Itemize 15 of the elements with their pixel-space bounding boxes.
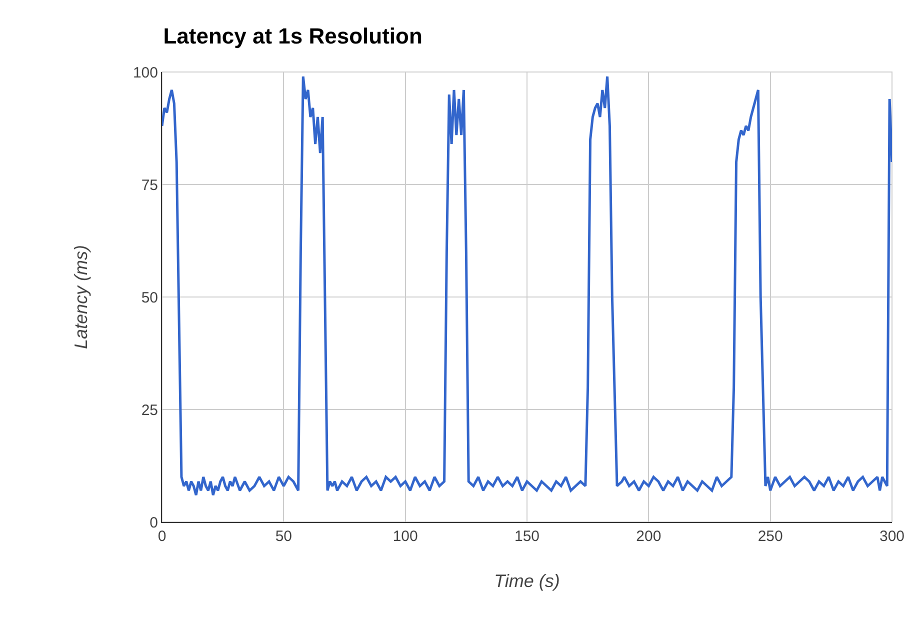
x-tick-label: 300 <box>879 528 905 545</box>
y-tick-label: 25 <box>141 402 158 419</box>
y-tick-label: 0 <box>150 514 158 532</box>
y-tick-label: 75 <box>141 176 158 194</box>
y-axis-title: Latency (ms) <box>71 244 92 350</box>
y-tick-label: 100 <box>132 64 158 82</box>
x-tick-label: 50 <box>275 528 292 545</box>
x-axis-title: Time (s) <box>494 571 560 592</box>
x-tick-label: 250 <box>758 528 783 545</box>
y-tick-label: 50 <box>141 289 158 306</box>
chart-title: Latency at 1s Resolution <box>163 24 422 49</box>
x-tick-label: 150 <box>514 528 540 545</box>
x-tick-label: 100 <box>392 528 418 545</box>
x-tick-label: 200 <box>636 528 662 545</box>
line-series <box>162 75 892 496</box>
